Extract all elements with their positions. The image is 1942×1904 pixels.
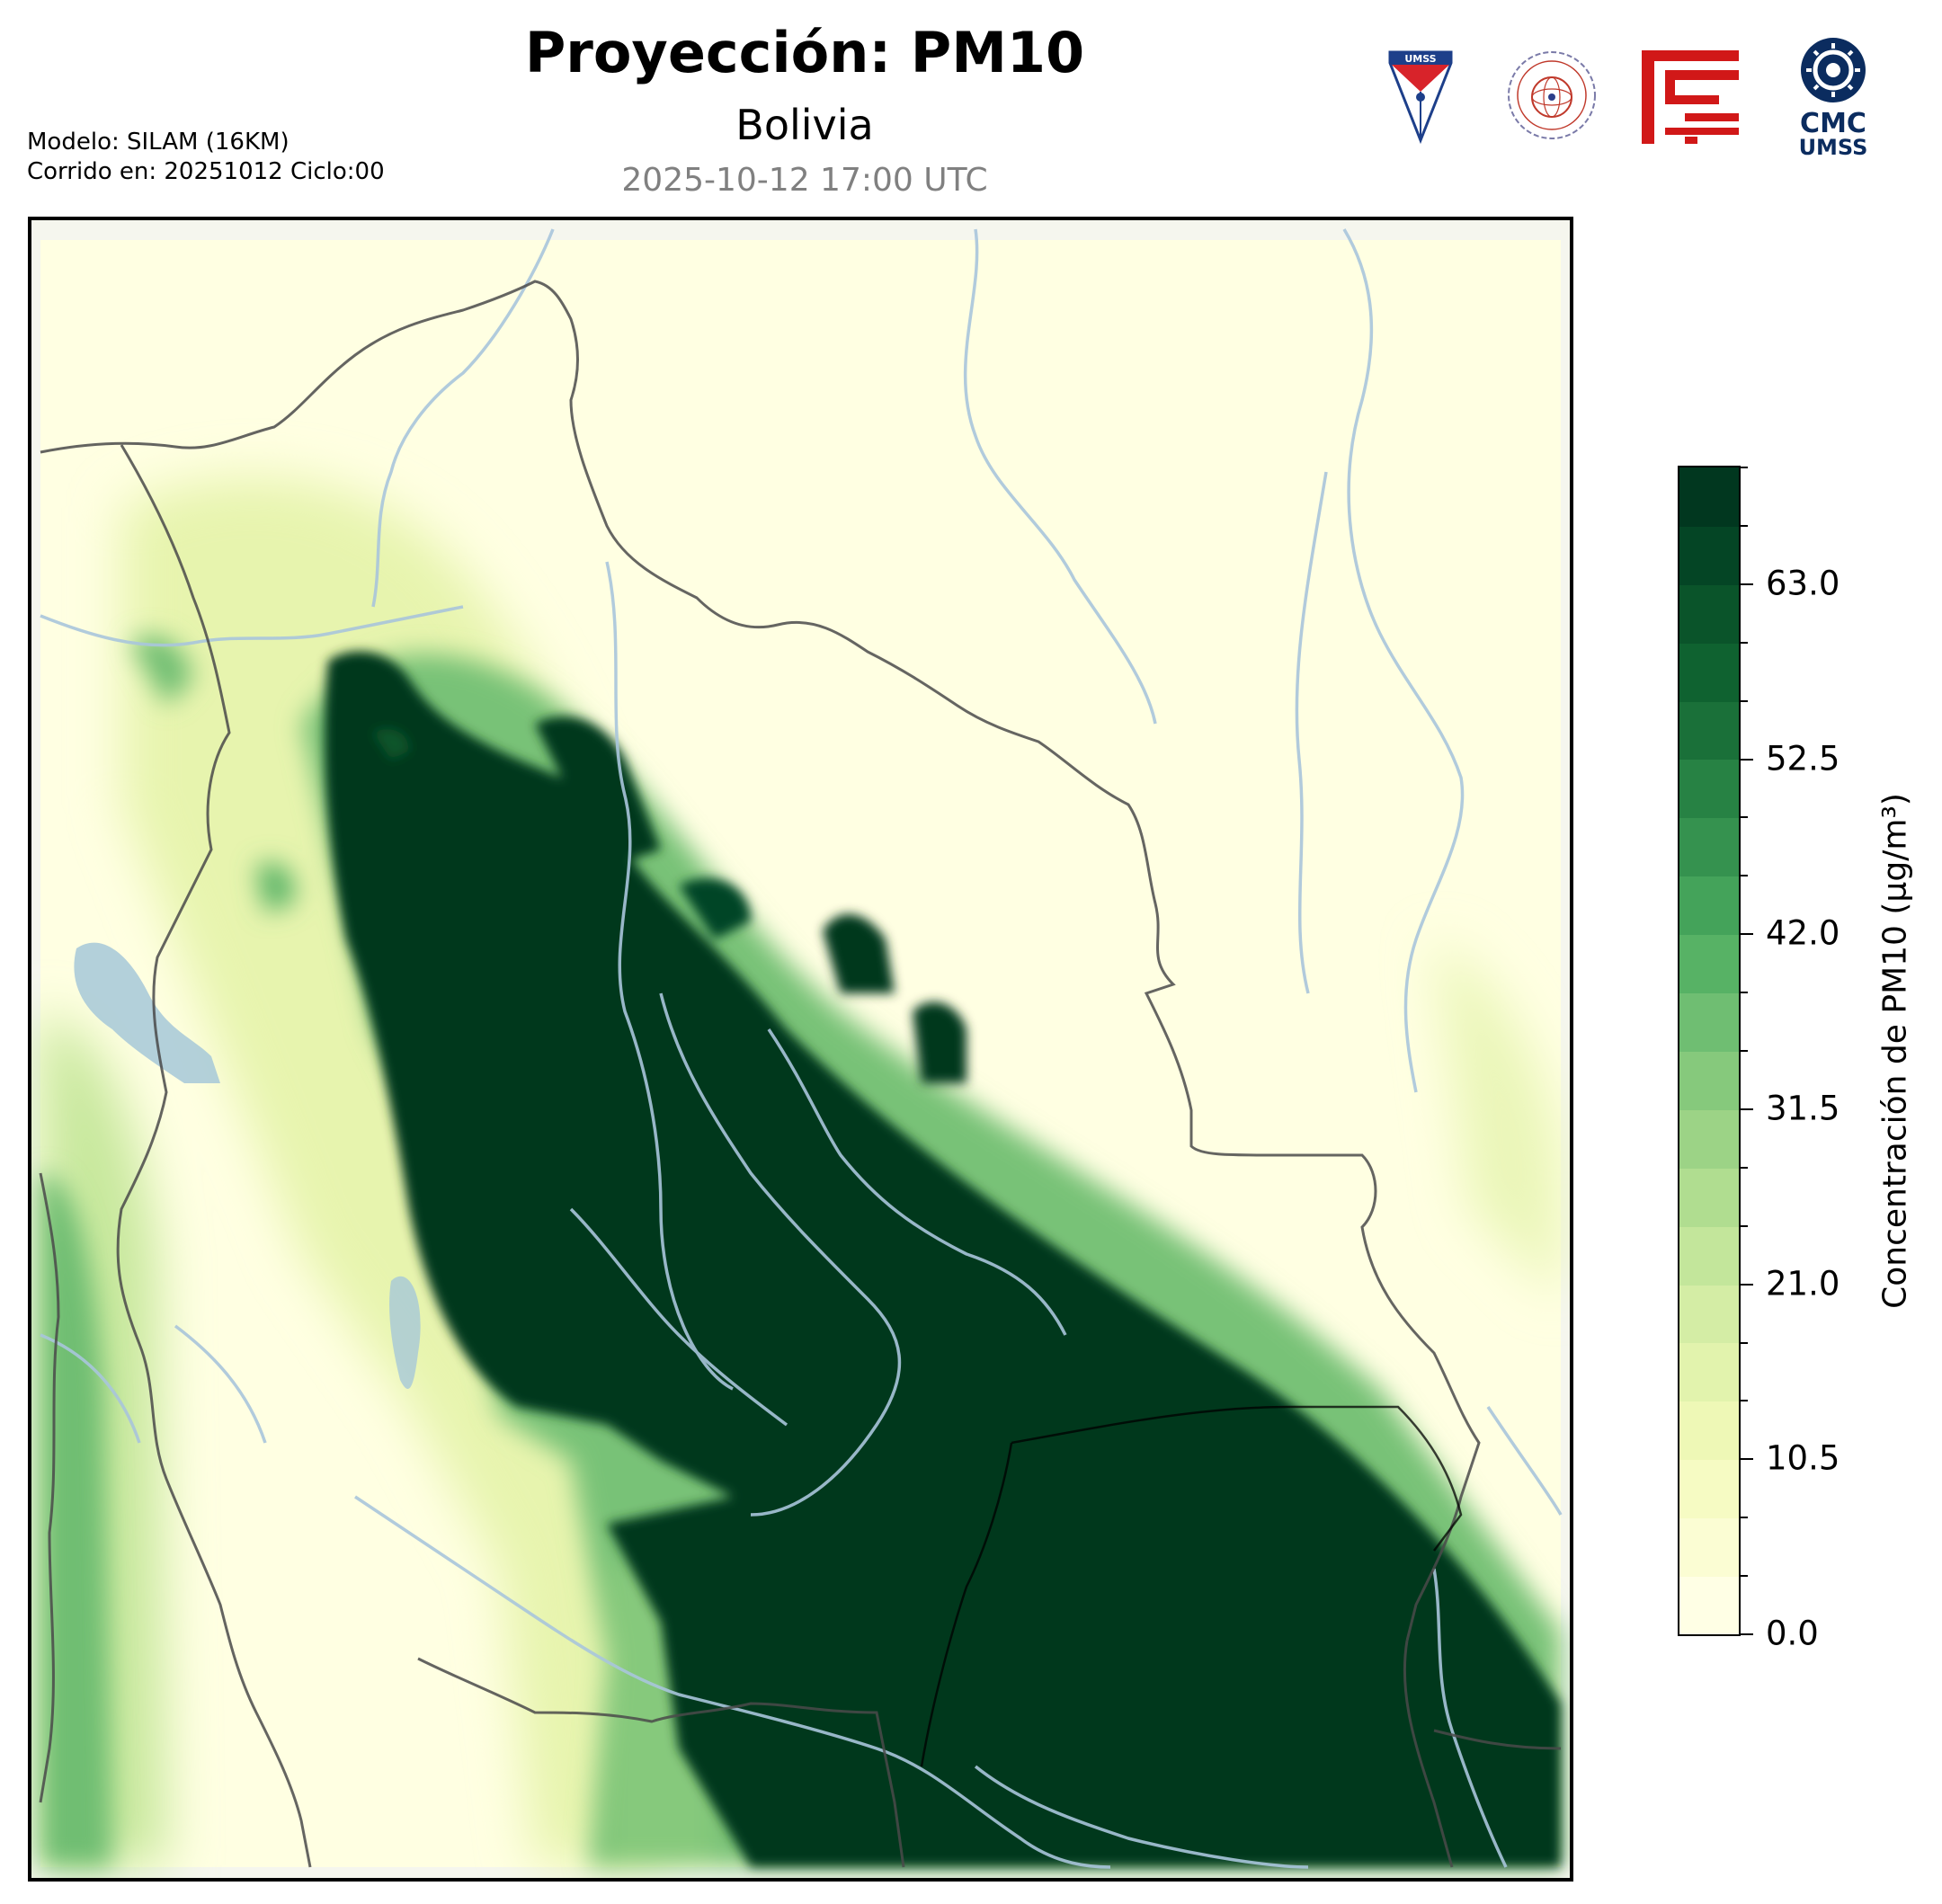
colorbar-major-tick bbox=[1741, 1283, 1753, 1286]
lake-titicaca bbox=[74, 942, 220, 1083]
colorbar-minor-tick bbox=[1741, 1166, 1748, 1169]
colorbar-band bbox=[1679, 642, 1739, 702]
model-info: Modelo: SILAM (16KM) Corrido en: 2025101… bbox=[27, 128, 385, 187]
colorbar-minor-tick bbox=[1741, 1224, 1748, 1227]
colorbar-band bbox=[1679, 700, 1739, 761]
colorbar-band bbox=[1679, 1225, 1739, 1286]
colorbar-band bbox=[1679, 1108, 1739, 1169]
colorbar-tick-label: 52.5 bbox=[1766, 739, 1840, 778]
umss-shield-logo: UMSS bbox=[1385, 47, 1456, 146]
colorbar-tick-label: 10.5 bbox=[1766, 1438, 1840, 1478]
colorbar-major-tick bbox=[1741, 1108, 1753, 1110]
physics-department-seal-logo bbox=[1503, 47, 1600, 144]
cmc-logo-text: CMC bbox=[1800, 108, 1866, 139]
colorbar-band bbox=[1679, 467, 1739, 527]
colorbar-band bbox=[1679, 1342, 1739, 1402]
colorbar-minor-tick bbox=[1741, 816, 1748, 819]
colorbar-minor-tick bbox=[1741, 699, 1748, 702]
colorbar-band bbox=[1679, 817, 1739, 877]
colorbar-band bbox=[1679, 934, 1739, 994]
colorbar-minor-tick bbox=[1741, 875, 1748, 877]
lake-poopo bbox=[389, 1276, 421, 1389]
colorbar-major-tick bbox=[1741, 583, 1753, 585]
colorbar-band bbox=[1679, 759, 1739, 819]
colorbar-band bbox=[1679, 583, 1739, 644]
colorbar-major-tick bbox=[1741, 758, 1753, 761]
colorbar-band bbox=[1679, 1284, 1739, 1344]
run-line: Corrido en: 20251012 Ciclo:00 bbox=[27, 158, 385, 185]
colorbar-tick-label: 42.0 bbox=[1766, 913, 1840, 953]
lakes bbox=[74, 942, 421, 1389]
colorbar-minor-tick bbox=[1741, 992, 1748, 994]
colorbar-minor-tick bbox=[1741, 1400, 1748, 1402]
colorbar-band bbox=[1679, 1576, 1739, 1634]
country-borders bbox=[39, 280, 1562, 1868]
colorbar-minor-tick bbox=[1741, 1517, 1748, 1519]
colorbar-major-tick bbox=[1741, 933, 1753, 936]
rivers bbox=[40, 228, 1563, 1869]
cmc-umss-logo: CMC UMSS bbox=[1784, 36, 1883, 160]
page-subtitle: Bolivia bbox=[735, 101, 874, 149]
pm10-concentration-map bbox=[28, 217, 1573, 1882]
page-title: Proyección: PM10 bbox=[524, 20, 1085, 85]
colorbar-tick-label: 21.0 bbox=[1766, 1264, 1840, 1303]
colorbar-band bbox=[1679, 876, 1739, 936]
colorbar-band bbox=[1679, 1517, 1739, 1578]
colorbar-band bbox=[1679, 1167, 1739, 1227]
colorbar-band bbox=[1679, 525, 1739, 585]
colorbar-band bbox=[1679, 1459, 1739, 1519]
colorbar-band bbox=[1679, 992, 1739, 1052]
colorbar-major-tick bbox=[1741, 1458, 1753, 1461]
map-canvas bbox=[39, 228, 1563, 1869]
colorbar-ticks: 0.0 10.5 21.0 31.5 42.0 52.5 63.0 bbox=[1741, 466, 1938, 1653]
colorbar-band bbox=[1679, 1401, 1739, 1461]
colorbar-tick-label: 63.0 bbox=[1766, 564, 1840, 603]
colorbar-major-tick bbox=[1741, 1633, 1753, 1635]
colorbar-minor-tick bbox=[1741, 467, 1748, 468]
colorbar-tick-label: 0.0 bbox=[1766, 1614, 1819, 1653]
colorbar bbox=[1678, 466, 1741, 1636]
red-maze-logo bbox=[1642, 50, 1739, 144]
model-line: Modelo: SILAM (16KM) bbox=[27, 129, 290, 156]
colorbar-minor-tick bbox=[1741, 1341, 1748, 1344]
colorbar-tick-label: 31.5 bbox=[1766, 1089, 1840, 1128]
colorbar-minor-tick bbox=[1741, 1050, 1748, 1052]
colorbar-band bbox=[1679, 1051, 1739, 1110]
umss-logo-text: UMSS bbox=[1404, 53, 1436, 65]
colorbar-label: Concentración de PM10 (µg/m³) bbox=[1876, 793, 1914, 1309]
colorbar-minor-tick bbox=[1741, 641, 1748, 644]
umss-logo-text: UMSS bbox=[1798, 135, 1868, 160]
colorbar-minor-tick bbox=[1741, 1575, 1748, 1578]
colorbar-minor-tick bbox=[1741, 524, 1748, 527]
forecast-timestamp: 2025-10-12 17:00 UTC bbox=[621, 162, 988, 199]
internal-boundaries bbox=[920, 1405, 1463, 1767]
